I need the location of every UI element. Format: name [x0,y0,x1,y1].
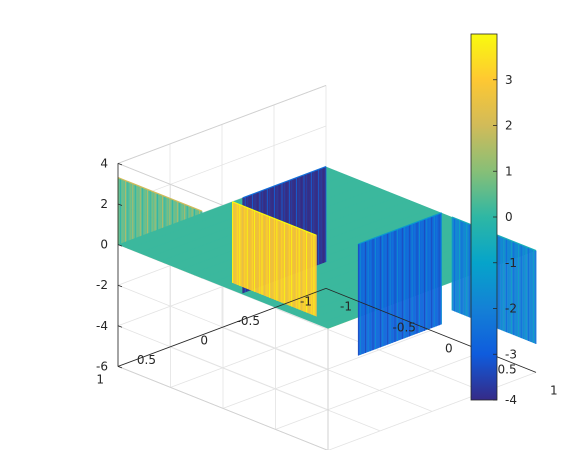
floor-gridline [221,327,433,412]
colorbar-tick-label: -2 [505,302,517,316]
colorbar-tick-label: -1 [505,256,517,270]
colorbar-tick-label: 2 [505,119,513,133]
colorbar-tick-label: -4 [505,393,517,407]
y-tick-label: -1 [300,294,312,308]
y-axis-line [117,288,327,367]
colorbar-tick-label: 0 [505,210,513,224]
box-edge [117,365,329,450]
y-pos-fin-top-edge [117,177,203,212]
z-tick-label: 4 [100,156,108,170]
inner-blue-fin-top-edge [358,212,442,245]
y-tick-label: 0 [200,333,208,347]
y-tick-label: -0.5 [237,314,260,328]
colorbar-gradient [470,33,498,401]
z-tick-label: 2 [100,197,108,211]
axis-tick-labels: -6 -4 -2 0 2 4 -1 -0.5 0 0.5 1 -1 -0.5 0 0.5 1 [96,156,558,397]
x-axis-line [325,288,537,373]
z-tick-label: -4 [96,319,108,333]
box-edge [117,84,327,164]
z-tick-label: -2 [96,278,108,292]
x-tick-label: 0 [445,341,453,355]
z-tick [117,284,123,288]
z-tick [117,366,123,369]
z-tick [117,244,123,247]
y-tick-label: 0.5 [137,353,156,367]
x-tick-label: -0.5 [393,320,416,334]
y-tick-label: 1 [96,372,104,386]
z-tick-label: 0 [100,238,108,252]
colorbar-tick-label: 3 [505,73,513,87]
z-tick-label: -6 [96,359,108,373]
colorbar-tick-label: 1 [505,164,513,178]
z-tick [117,163,123,166]
floor-gridline [273,307,485,393]
z-tick [117,203,123,206]
x-tick-label: 0.5 [498,362,517,376]
x-neg-fin-top-edge [242,166,327,199]
inner-yellow-fin-top-edge [232,201,317,236]
z-tick [117,325,123,328]
x-tick-label: -1 [340,299,352,313]
colorbar: -4 -3 -2 -1 0 1 2 3 [470,33,517,407]
colorbar-tick-label: -3 [505,347,517,361]
x-tick-label: 1 [550,383,558,397]
